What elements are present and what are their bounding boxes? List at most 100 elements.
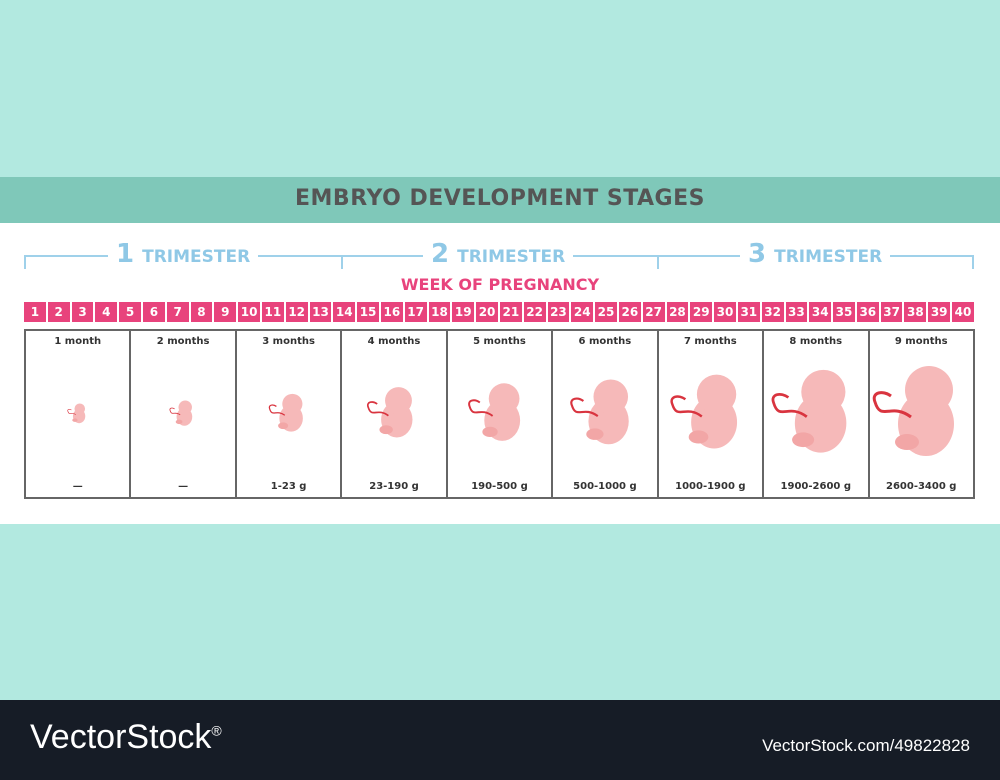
month-cell: 5 months 190-500 g xyxy=(448,331,554,497)
embryo-illustration xyxy=(169,400,193,426)
weight-label: — xyxy=(72,481,83,492)
month-label: 4 months xyxy=(367,336,421,347)
stock-id: VectorStock.com/49822828 xyxy=(762,736,970,755)
month-cell: 9 months 2600-3400 g xyxy=(870,331,973,497)
weight-label: 1900-2600 g xyxy=(780,481,852,492)
embryo-illustration xyxy=(367,387,413,438)
week-cell: 19 xyxy=(452,302,477,322)
embryo-limb xyxy=(689,430,709,444)
week-cell: 32 xyxy=(761,302,786,322)
week-cell: 8 xyxy=(190,302,215,322)
trimester-number: 3 xyxy=(748,239,767,269)
page-title: EMBRYO DEVELOPMENT STAGES xyxy=(295,186,705,211)
bracket-tick xyxy=(972,255,974,269)
month-label: 2 months xyxy=(156,336,210,347)
weight-label: 1000-1900 g xyxy=(675,481,746,492)
month-label: 5 months xyxy=(473,336,526,347)
embryo-head xyxy=(593,379,628,414)
month-label: 9 months xyxy=(894,336,948,347)
embryo-limb xyxy=(379,425,393,435)
week-cell: 35 xyxy=(833,302,857,322)
umbilical-cord xyxy=(670,395,703,418)
embryo-head xyxy=(905,366,954,414)
month-cell: 4 months 23-190 g xyxy=(342,331,448,497)
embryo-limb xyxy=(895,434,920,450)
weight-label: 190-500 g xyxy=(471,481,528,492)
week-cell: 12 xyxy=(285,302,310,322)
weight-label: — xyxy=(178,481,189,492)
month-cell: 7 months 1000-1900 g xyxy=(659,331,765,497)
embryo-limb xyxy=(175,419,183,425)
umbilical-cord xyxy=(570,397,599,418)
umbilical-cord xyxy=(872,391,913,419)
week-cell: 15 xyxy=(357,302,381,322)
embryo-illustration xyxy=(67,403,85,424)
weight-label: 500-1000 g xyxy=(573,481,637,492)
umbilical-cord xyxy=(67,408,76,415)
trimester-word: TRIMESTER xyxy=(457,247,566,267)
week-cell: 13 xyxy=(309,302,334,322)
week-cell: 9 xyxy=(214,302,239,322)
week-cell: 40 xyxy=(952,302,974,322)
month-cell: 6 months 500-1000 g xyxy=(553,331,659,497)
week-cell: 2 xyxy=(47,302,72,322)
brand-logo: VectorStock® xyxy=(30,718,222,757)
week-cell: 26 xyxy=(618,302,643,322)
week-cell: 5 xyxy=(119,302,143,322)
week-cell: 38 xyxy=(904,302,929,322)
month-label: 3 months xyxy=(262,336,315,347)
week-cell: 37 xyxy=(880,302,905,322)
week-cell: 1 xyxy=(24,302,48,322)
embryo-head xyxy=(74,403,85,414)
week-cell: 30 xyxy=(714,302,738,322)
week-cell: 29 xyxy=(690,302,715,322)
month-cell: 1 month — xyxy=(26,331,132,497)
week-cell: 11 xyxy=(261,302,286,322)
week-strip: 1 2 3 4 5 6 7 8 9 10 11 12 13 14 15 16 17 18 19 20 21 22 23 24 2… xyxy=(24,302,974,322)
embryo-head xyxy=(489,383,520,414)
week-cell: 14 xyxy=(333,302,358,322)
week-cell: 22 xyxy=(523,302,548,322)
bracket-tick xyxy=(24,255,26,269)
week-cell: 20 xyxy=(476,302,500,322)
week-cell: 4 xyxy=(95,302,120,322)
chart-panel: 1 TRIMESTER 2 TRIMESTER 3 TRIMESTER WEEK… xyxy=(0,223,1000,524)
trimester-3-label: 3 TRIMESTER xyxy=(740,239,891,269)
embryo-illustration xyxy=(670,374,738,449)
embryo-illustration xyxy=(570,379,629,445)
weight-label: 1-23 g xyxy=(270,481,307,492)
umbilical-cord xyxy=(367,401,389,417)
embryo-limb xyxy=(482,426,499,438)
month-label: 8 months xyxy=(789,336,843,347)
week-of-pregnancy-title: WEEK OF PREGNANCY xyxy=(400,275,600,294)
week-cell: 34 xyxy=(809,302,834,322)
week-cell: 24 xyxy=(571,302,596,322)
week-cell: 21 xyxy=(499,302,524,322)
embryo-head xyxy=(801,369,846,414)
registered-mark: ® xyxy=(211,722,222,739)
week-cell: 17 xyxy=(404,302,429,322)
embryo-illustration xyxy=(872,366,955,456)
weight-label: 23-190 g xyxy=(369,481,419,492)
week-cell: 23 xyxy=(547,302,572,322)
trimester-word: TRIMESTER xyxy=(774,247,883,267)
trimester-word: TRIMESTER xyxy=(142,247,251,267)
month-label: 1 month xyxy=(54,336,102,347)
embryo-head xyxy=(281,393,303,414)
embryo-limb xyxy=(586,428,604,440)
watermark-footer: VectorStock® VectorStock.com/49822828 xyxy=(0,700,1000,780)
week-cell: 39 xyxy=(928,302,953,322)
month-cell: 3 months 1-23 g xyxy=(237,331,343,497)
embryo-illustration xyxy=(268,393,303,432)
embryo-illustration xyxy=(771,369,847,453)
bracket-tick xyxy=(341,255,343,269)
week-cell: 28 xyxy=(666,302,691,322)
embryo-limb xyxy=(71,418,78,422)
umbilical-cord xyxy=(169,407,181,416)
trimester-number: 1 xyxy=(116,239,135,269)
week-cell: 25 xyxy=(595,302,619,322)
week-cell: 31 xyxy=(737,302,762,322)
embryo-head xyxy=(697,374,737,414)
week-cell: 7 xyxy=(166,302,191,322)
month-cell: 8 months 1900-2600 g xyxy=(764,331,870,497)
